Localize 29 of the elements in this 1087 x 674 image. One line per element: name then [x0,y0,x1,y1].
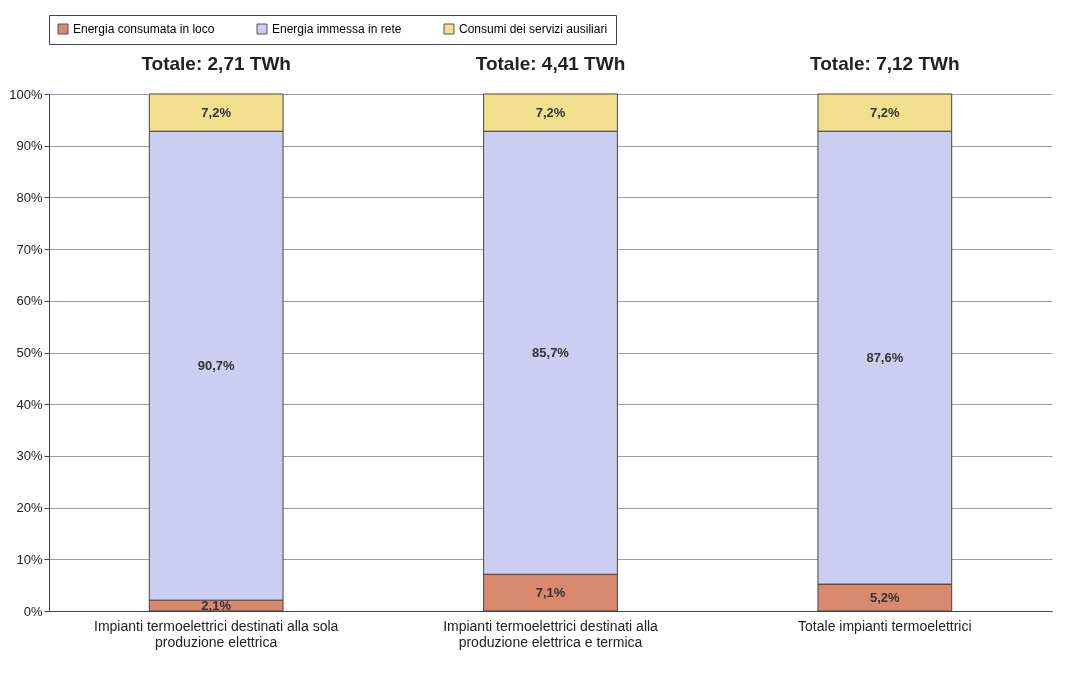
data-label: 5,2% [870,589,901,605]
y-tick-label: 30% [16,448,43,464]
y-tick-label: 90% [16,138,43,154]
y-tick-label: 20% [16,500,43,516]
y-tick-label: 70% [16,241,43,257]
data-label: 7,2% [870,104,901,120]
data-label: 7,1% [535,584,566,600]
y-tick-label: 10% [16,551,43,567]
text: Totale: 7,12 TWh [810,53,960,74]
data-label: 85,7% [532,344,570,360]
y-tick-label: 60% [16,293,43,309]
x-tick-label: Impianti termoelettrici destinati alla produzione elettrica e termica [443,617,659,650]
x-tick-label: Totale impianti termoelettrici [798,617,972,634]
text: Totale: 4,41 TWh [475,53,626,74]
data-label: 7,2% [535,104,566,120]
text: Totale: 2,71 TWh [141,53,291,74]
data-label: 2,1% [201,597,232,613]
data-label: 87,6% [866,349,904,365]
legend-label: Energia immessa in rete [272,22,402,36]
y-tick-label: 0% [23,603,43,619]
legend-label: Consumi dei servizi ausiliari [459,22,608,36]
legend-label: Energia consumata in loco [73,22,215,36]
x-tick-label: Impianti termoelettrici destinati alla sola produzione elettrica [93,617,339,650]
y-tick-label: 80% [16,189,43,205]
y-tick-label: 40% [16,396,43,412]
data-label: 90,7% [197,357,236,373]
y-tick-label: 100% [9,86,43,102]
data-label: 7,2% [201,104,232,120]
y-tick-label: 50% [16,345,43,360]
